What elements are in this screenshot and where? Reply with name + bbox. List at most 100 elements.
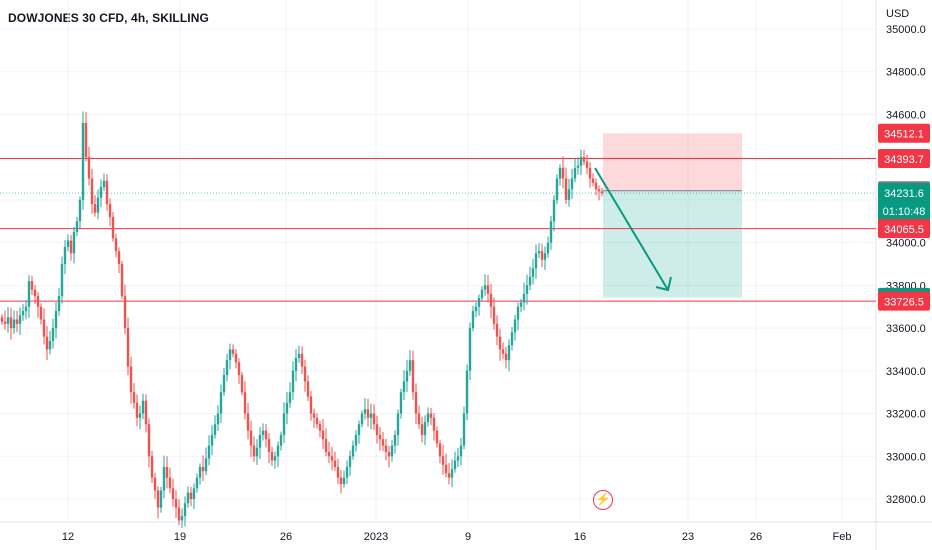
candle-body xyxy=(195,477,199,489)
candle-body xyxy=(27,281,31,307)
candle-body xyxy=(264,430,268,440)
price-tag-label: 33726.5 xyxy=(884,297,924,309)
chart-title: DOWJONES 30 CFD, 4h, SKILLING xyxy=(8,11,209,25)
candle-body xyxy=(369,413,373,418)
price-tag-label: 34393.7 xyxy=(884,154,924,166)
price-tag: 34231.6 01:10:48 xyxy=(878,183,930,224)
candle-body xyxy=(375,424,379,435)
candle-body xyxy=(171,488,175,499)
candle-body xyxy=(135,402,139,418)
candle-body xyxy=(492,306,496,324)
candle-body xyxy=(516,306,520,320)
candle-body xyxy=(186,492,190,504)
price-tag-label: 34065.5 xyxy=(884,224,924,236)
x-tick-label: 19 xyxy=(174,531,186,543)
candle-body xyxy=(240,375,244,393)
candle-body xyxy=(360,413,364,425)
candle-body xyxy=(249,430,253,446)
candle-body xyxy=(363,409,367,414)
candle-body xyxy=(426,413,430,423)
take-profit-zone xyxy=(603,190,742,298)
candle-body xyxy=(45,336,49,350)
candle-body xyxy=(261,430,265,435)
candle-body xyxy=(102,180,106,188)
candle-body xyxy=(129,366,133,393)
candle-body xyxy=(48,340,52,350)
candle-body xyxy=(156,490,160,508)
candle-body xyxy=(573,167,577,179)
lightning-icon[interactable]: ⚡ xyxy=(593,490,613,510)
candle-body xyxy=(99,187,103,198)
candle-body xyxy=(558,167,562,179)
price-tag: 34393.7 xyxy=(878,149,930,169)
x-tick-label: 26 xyxy=(280,531,292,543)
candle-body xyxy=(495,323,499,337)
candle-body xyxy=(105,180,109,205)
candle-body xyxy=(486,285,490,294)
candle-body xyxy=(96,197,100,213)
candle-body xyxy=(387,452,391,457)
candle-body xyxy=(123,296,127,329)
candle-body xyxy=(72,231,76,254)
candle-body xyxy=(507,345,511,361)
x-axis-ticks: 12 19 26 2023 9 16 23 26 Feb xyxy=(62,531,852,543)
candle-body xyxy=(513,319,517,333)
candle-body xyxy=(468,328,472,371)
candle-body xyxy=(117,251,121,264)
candle-body xyxy=(501,349,505,354)
candle-body xyxy=(594,182,598,190)
candle-body xyxy=(6,317,10,324)
candle-body xyxy=(528,276,532,286)
candle-body xyxy=(63,246,67,264)
candle-body xyxy=(9,317,13,329)
candle-body xyxy=(87,157,91,179)
candle-body xyxy=(144,400,148,425)
y-tick-label: 33200.0 xyxy=(886,409,926,421)
candle-body xyxy=(405,370,409,382)
candle-body xyxy=(213,424,217,435)
candle-body xyxy=(552,199,556,222)
currency-label: USD xyxy=(886,8,910,20)
candle-body xyxy=(597,189,601,192)
price-tag-bg xyxy=(878,183,930,224)
candle-body xyxy=(219,392,223,414)
candle-body xyxy=(303,366,307,382)
x-tick-label: 23 xyxy=(682,531,694,543)
candle-body xyxy=(417,413,421,425)
candle-body xyxy=(30,281,34,290)
candle-body xyxy=(546,242,550,254)
stop-loss-zone xyxy=(603,133,742,191)
candle-body xyxy=(198,466,202,478)
candle-body xyxy=(438,443,442,457)
candle-body xyxy=(0,317,4,322)
candle-body xyxy=(234,353,238,363)
candle-body xyxy=(21,311,25,316)
candle-body xyxy=(522,293,526,303)
candle-body xyxy=(207,445,211,459)
candle-body xyxy=(306,381,310,397)
candle-body xyxy=(465,370,469,414)
price-tag-bg xyxy=(878,291,930,311)
candle-body xyxy=(54,311,58,329)
candle-body xyxy=(291,370,295,393)
y-tick-label: 34600.0 xyxy=(886,109,926,121)
candle-body xyxy=(81,123,85,200)
price-tag-label: 34231.6 xyxy=(884,188,924,200)
candle-body xyxy=(453,460,457,470)
candle-body xyxy=(483,285,487,290)
price-tag-label: 34512.1 xyxy=(884,129,924,141)
y-tick-label: 33400.0 xyxy=(886,366,926,378)
candle-body xyxy=(414,392,418,414)
candle-body xyxy=(75,221,79,232)
candle-body xyxy=(288,392,292,403)
candle-body xyxy=(441,456,445,465)
candle-body xyxy=(420,424,424,435)
candle-body xyxy=(282,413,286,435)
candle-body xyxy=(435,430,439,444)
candle-body xyxy=(204,458,208,472)
x-tick-label: 16 xyxy=(574,531,586,543)
candle-body xyxy=(237,362,241,376)
x-tick-label: 26 xyxy=(750,531,762,543)
